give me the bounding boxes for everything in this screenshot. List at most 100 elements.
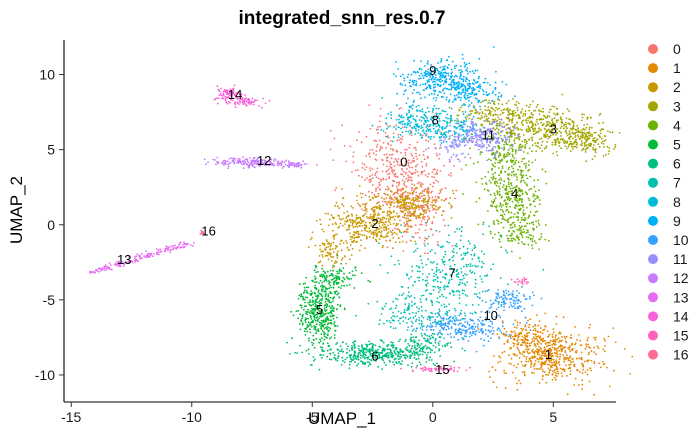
cell-point bbox=[584, 129, 586, 131]
cell-point bbox=[321, 275, 324, 277]
cell-point bbox=[507, 149, 510, 152]
cell-point bbox=[518, 116, 521, 119]
cell-point bbox=[294, 351, 296, 354]
cell-point bbox=[421, 134, 424, 137]
cell-point bbox=[451, 245, 454, 247]
cell-point bbox=[584, 144, 586, 146]
cell-point bbox=[448, 303, 451, 305]
cell-point bbox=[557, 347, 559, 349]
cell-point bbox=[515, 327, 518, 329]
cell-point bbox=[551, 118, 554, 121]
cell-point bbox=[340, 249, 343, 252]
cell-point bbox=[305, 327, 307, 330]
cell-point bbox=[403, 231, 405, 233]
cell-point bbox=[523, 157, 526, 160]
cell-point bbox=[532, 229, 535, 231]
cell-point bbox=[593, 351, 596, 353]
cell-point bbox=[554, 127, 556, 129]
cell-point bbox=[421, 165, 424, 168]
cell-point bbox=[352, 358, 355, 361]
cell-point bbox=[500, 205, 503, 208]
cell-point bbox=[544, 343, 547, 345]
cell-point bbox=[496, 190, 499, 193]
cell-point bbox=[336, 233, 338, 236]
cell-point bbox=[431, 268, 434, 271]
cell-point bbox=[581, 388, 584, 390]
cell-point bbox=[494, 233, 496, 236]
cell-point bbox=[306, 290, 308, 292]
cell-point bbox=[465, 263, 468, 266]
cell-point bbox=[337, 250, 339, 253]
cell-point bbox=[332, 236, 335, 239]
cell-point bbox=[333, 334, 336, 336]
cell-point bbox=[352, 356, 355, 359]
cell-point bbox=[461, 282, 464, 285]
cell-point bbox=[348, 367, 351, 370]
cell-point bbox=[431, 190, 433, 193]
cell-point bbox=[472, 115, 475, 118]
cell-point bbox=[473, 254, 476, 257]
cell-point bbox=[358, 249, 361, 252]
cell-point bbox=[387, 113, 390, 115]
cell-point bbox=[419, 363, 422, 366]
cell-point bbox=[354, 357, 356, 360]
cell-point bbox=[405, 348, 407, 351]
cell-point bbox=[561, 345, 564, 348]
cell-point bbox=[360, 218, 362, 221]
cell-point bbox=[504, 199, 507, 202]
cell-point bbox=[510, 250, 513, 253]
cell-point bbox=[423, 242, 426, 245]
cell-point bbox=[461, 289, 464, 292]
cell-point bbox=[588, 359, 590, 362]
cell-point bbox=[355, 214, 358, 217]
cell-point bbox=[311, 231, 314, 234]
cell-point bbox=[415, 165, 417, 168]
cell-point bbox=[317, 271, 319, 273]
cell-point bbox=[364, 179, 366, 181]
cell-point bbox=[414, 315, 417, 318]
cell-point bbox=[401, 126, 404, 129]
cell-point bbox=[461, 318, 464, 320]
cell-point bbox=[330, 301, 332, 304]
cell-point bbox=[596, 345, 599, 348]
cell-point bbox=[415, 155, 418, 158]
cell-point bbox=[389, 230, 392, 233]
cell-point bbox=[573, 363, 576, 366]
cell-point bbox=[445, 136, 448, 138]
cell-point bbox=[374, 349, 377, 352]
cell-point bbox=[384, 221, 387, 224]
cell-point bbox=[339, 345, 342, 348]
cell-point bbox=[524, 365, 526, 368]
cell-point bbox=[365, 347, 367, 350]
cell-point bbox=[572, 132, 575, 135]
cell-point bbox=[552, 331, 555, 334]
cell-point bbox=[402, 292, 405, 295]
cell-point bbox=[393, 180, 396, 183]
cell-point bbox=[429, 351, 432, 354]
cell-point bbox=[345, 276, 348, 278]
cell-point bbox=[369, 149, 372, 151]
cell-point bbox=[364, 206, 366, 208]
cell-point bbox=[371, 225, 374, 228]
cell-point bbox=[497, 124, 499, 127]
cell-point bbox=[584, 371, 587, 373]
cell-point bbox=[537, 361, 540, 363]
cell-point bbox=[369, 352, 371, 355]
cell-point bbox=[526, 222, 529, 225]
cell-point bbox=[535, 132, 537, 134]
cell-point bbox=[527, 348, 529, 351]
cell-point bbox=[526, 345, 529, 347]
cell-point bbox=[467, 113, 470, 116]
cell-point bbox=[435, 270, 438, 273]
cell-point bbox=[520, 327, 523, 330]
cell-point bbox=[522, 211, 524, 214]
cell-point bbox=[528, 168, 531, 171]
cell-point bbox=[359, 233, 361, 236]
cell-point bbox=[309, 312, 311, 314]
cell-point bbox=[498, 159, 501, 162]
cell-point bbox=[546, 124, 549, 126]
cell-point bbox=[516, 176, 518, 179]
cell-point bbox=[505, 185, 508, 188]
cell-point bbox=[421, 322, 423, 325]
cell-point bbox=[374, 222, 376, 225]
